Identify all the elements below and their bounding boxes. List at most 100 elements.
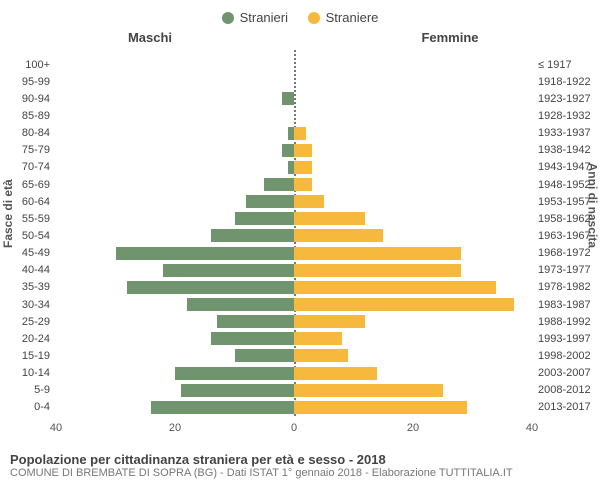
bar-male xyxy=(264,178,294,191)
pyramid-row: 5-92008-2012 xyxy=(56,382,532,399)
legend: Stranieri Straniere xyxy=(0,0,600,30)
age-label: 95-99 xyxy=(22,76,50,88)
bar-male xyxy=(217,315,294,328)
birth-year-label: 1928-1932 xyxy=(538,110,591,122)
bar-female xyxy=(294,161,312,174)
pyramid-row: 30-341983-1987 xyxy=(56,296,532,313)
bar-female xyxy=(294,178,312,191)
x-tick: 20 xyxy=(407,422,419,434)
age-label: 10-14 xyxy=(22,367,50,379)
pyramid-row: 45-491968-1972 xyxy=(56,245,532,262)
plot-area: 100+≤ 191795-991918-192290-941923-192785… xyxy=(56,50,532,440)
age-label: 40-44 xyxy=(22,264,50,276)
age-label: 60-64 xyxy=(22,196,50,208)
legend-label-male: Stranieri xyxy=(240,6,288,30)
birth-year-label: 1943-1947 xyxy=(538,161,591,173)
bar-female xyxy=(294,212,365,225)
caption-sub: COMUNE DI BREMBATE DI SOPRA (BG) - Dati … xyxy=(10,467,590,479)
bar-female xyxy=(294,264,461,277)
bar-male xyxy=(282,144,294,157)
column-header-male: Maschi xyxy=(0,30,300,45)
legend-label-female: Straniere xyxy=(326,6,379,30)
age-label: 90-94 xyxy=(22,93,50,105)
x-tick: 20 xyxy=(169,422,181,434)
pyramid-row: 90-941923-1927 xyxy=(56,90,532,107)
age-label: 45-49 xyxy=(22,247,50,259)
bar-male xyxy=(116,247,295,260)
age-label: 100+ xyxy=(25,59,50,71)
birth-year-label: 1958-1962 xyxy=(538,213,591,225)
bar-female xyxy=(294,384,443,397)
column-header-female: Femmine xyxy=(300,30,600,45)
pyramid-row: 50-541963-1967 xyxy=(56,227,532,244)
chart-caption: Popolazione per cittadinanza straniera p… xyxy=(0,446,600,479)
pyramid-row: 0-42013-2017 xyxy=(56,399,532,416)
age-label: 75-79 xyxy=(22,144,50,156)
pyramid-row: 40-441973-1977 xyxy=(56,262,532,279)
birth-year-label: 1988-1992 xyxy=(538,316,591,328)
age-label: 50-54 xyxy=(22,230,50,242)
pyramid-row: 75-791938-1942 xyxy=(56,142,532,159)
bar-male xyxy=(211,229,294,242)
birth-year-label: 2013-2017 xyxy=(538,401,591,413)
legend-item-female: Straniere xyxy=(308,6,379,30)
column-headers: Maschi Femmine xyxy=(0,30,600,50)
bar-male xyxy=(211,332,294,345)
pyramid-row: 10-142003-2007 xyxy=(56,365,532,382)
legend-swatch-female xyxy=(308,12,320,24)
x-axis: 402002040 xyxy=(56,422,532,440)
bar-female xyxy=(294,229,383,242)
bar-male xyxy=(151,401,294,414)
birth-year-label: 1983-1987 xyxy=(538,299,591,311)
birth-year-label: 1933-1937 xyxy=(538,127,591,139)
bar-male xyxy=(163,264,294,277)
birth-year-label: 1918-1922 xyxy=(538,76,591,88)
bar-male xyxy=(282,92,294,105)
bar-female xyxy=(294,144,312,157)
x-tick: 40 xyxy=(50,422,62,434)
birth-year-label: ≤ 1917 xyxy=(538,59,572,71)
age-label: 70-74 xyxy=(22,161,50,173)
age-label: 65-69 xyxy=(22,179,50,191)
birth-year-label: 1953-1957 xyxy=(538,196,591,208)
age-label: 15-19 xyxy=(22,350,50,362)
age-label: 55-59 xyxy=(22,213,50,225)
bar-male xyxy=(187,298,294,311)
population-pyramid-chart: Stranieri Straniere Maschi Femmine Fasce… xyxy=(0,0,600,500)
bar-female xyxy=(294,315,365,328)
pyramid-row: 20-241993-1997 xyxy=(56,330,532,347)
birth-year-label: 2008-2012 xyxy=(538,384,591,396)
birth-year-label: 1963-1967 xyxy=(538,230,591,242)
bar-female xyxy=(294,247,461,260)
birth-year-label: 2003-2007 xyxy=(538,367,591,379)
x-tick: 40 xyxy=(526,422,538,434)
pyramid-row: 65-691948-1952 xyxy=(56,176,532,193)
x-tick: 0 xyxy=(291,422,297,434)
legend-swatch-male xyxy=(222,12,234,24)
bar-female xyxy=(294,281,496,294)
pyramid-row: 55-591958-1962 xyxy=(56,210,532,227)
age-label: 25-29 xyxy=(22,316,50,328)
birth-year-label: 1968-1972 xyxy=(538,247,591,259)
y-axis-left-title: Fasce di età xyxy=(1,179,15,248)
bar-male xyxy=(235,349,295,362)
birth-year-label: 1948-1952 xyxy=(538,179,591,191)
legend-item-male: Stranieri xyxy=(222,6,288,30)
pyramid-rows: 100+≤ 191795-991918-192290-941923-192785… xyxy=(56,56,532,416)
birth-year-label: 1978-1982 xyxy=(538,281,591,293)
pyramid-row: 80-841933-1937 xyxy=(56,125,532,142)
pyramid-row: 25-291988-1992 xyxy=(56,313,532,330)
birth-year-label: 1938-1942 xyxy=(538,144,591,156)
birth-year-label: 1973-1977 xyxy=(538,264,591,276)
age-label: 85-89 xyxy=(22,110,50,122)
age-label: 30-34 xyxy=(22,299,50,311)
birth-year-label: 1993-1997 xyxy=(538,333,591,345)
age-label: 80-84 xyxy=(22,127,50,139)
pyramid-row: 35-391978-1982 xyxy=(56,279,532,296)
age-label: 35-39 xyxy=(22,281,50,293)
age-label: 0-4 xyxy=(34,401,50,413)
bar-female xyxy=(294,349,348,362)
bar-female xyxy=(294,401,467,414)
birth-year-label: 1923-1927 xyxy=(538,93,591,105)
age-label: 20-24 xyxy=(22,333,50,345)
